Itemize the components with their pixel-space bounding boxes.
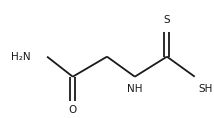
- Text: S: S: [164, 15, 170, 25]
- Text: NH: NH: [127, 84, 143, 93]
- Text: SH: SH: [198, 84, 213, 93]
- Text: O: O: [69, 105, 77, 115]
- Text: H₂N: H₂N: [10, 52, 30, 62]
